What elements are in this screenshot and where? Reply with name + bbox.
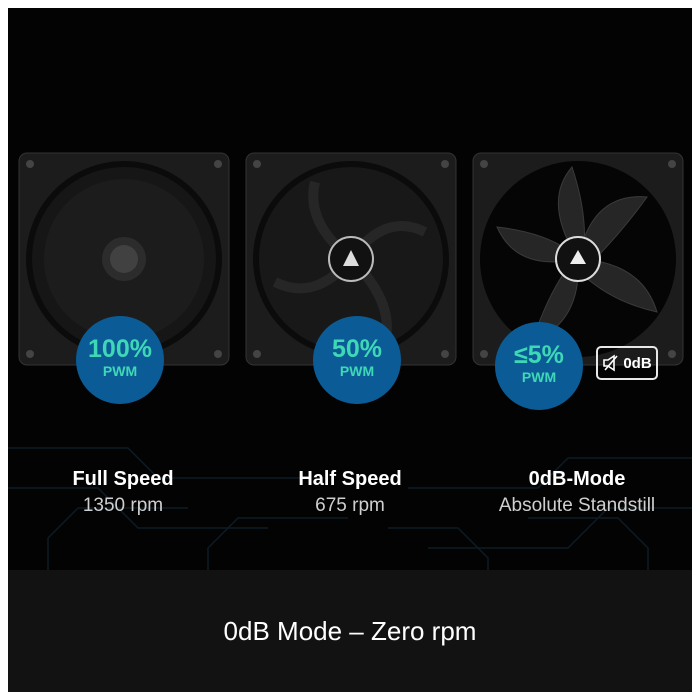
pwm-percent: 50%	[331, 335, 383, 363]
circuit-background	[8, 447, 692, 578]
label-half-speed: Half Speed 675 rpm	[235, 466, 465, 520]
mode-title: 0dB-Mode	[528, 468, 626, 490]
fan-full-speed	[18, 152, 230, 366]
pwm-unit: PWM	[521, 369, 557, 385]
pwm-unit: PWM	[102, 363, 138, 379]
fan-stopped	[472, 152, 684, 366]
odb-badge: 0dB	[596, 346, 658, 380]
footer-band: 0dB Mode – Zero rpm	[8, 570, 692, 692]
odb-label: 0dB	[623, 354, 652, 372]
pwm-percent: 100%	[88, 335, 152, 363]
pwm-unit: PWM	[339, 363, 375, 379]
product-graphic: 100% PWM 50% PWM ≤5% PWM 0dB Full Speed …	[8, 8, 692, 692]
footer-title: 0dB Mode – Zero rpm	[223, 616, 477, 646]
fan-icon	[472, 152, 684, 366]
mode-title: Full Speed	[72, 468, 174, 490]
mode-subtitle: Absolute Standstill	[498, 495, 656, 516]
label-full-speed: Full Speed 1350 rpm	[8, 466, 238, 520]
fan-half-speed	[245, 152, 457, 366]
pwm-percent: ≤5%	[514, 341, 564, 369]
mode-subtitle: 675 rpm	[315, 495, 385, 516]
pwm-badge-full: 100% PWM	[76, 316, 164, 404]
pwm-badge-half: 50% PWM	[313, 316, 401, 404]
fan-icon	[245, 152, 457, 366]
label-odb-mode: 0dB-Mode Absolute Standstill	[462, 466, 692, 520]
mode-subtitle: 1350 rpm	[82, 495, 164, 516]
pwm-badge-zero: ≤5% PWM	[495, 322, 583, 410]
fan-icon	[18, 152, 230, 366]
mode-title: Half Speed	[298, 468, 402, 490]
speaker-muted-icon	[603, 354, 618, 372]
